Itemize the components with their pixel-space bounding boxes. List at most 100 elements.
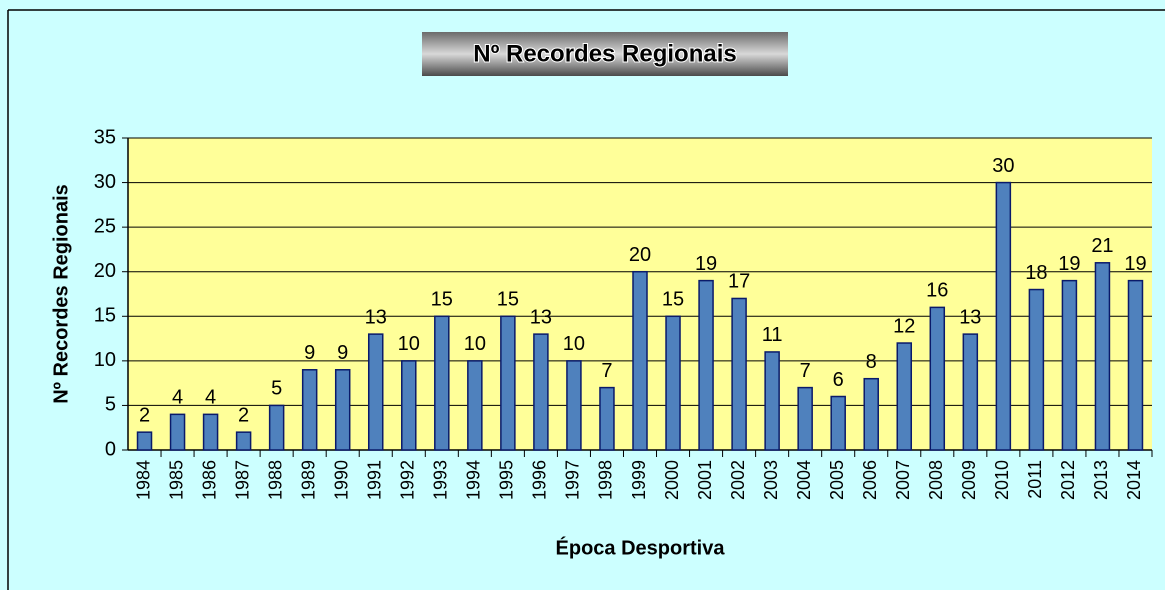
x-tick-label: 1990 <box>331 460 351 500</box>
x-tick-label: 2002 <box>728 460 748 500</box>
y-tick-label: 10 <box>94 349 116 371</box>
data-label: 4 <box>205 387 216 409</box>
data-label: 13 <box>365 306 387 328</box>
x-tick-label: 2000 <box>662 460 682 500</box>
bar <box>1127 279 1144 451</box>
x-tick-label: 1995 <box>497 460 517 500</box>
bar <box>731 297 747 451</box>
bar <box>533 333 549 451</box>
data-label: 18 <box>1025 262 1047 284</box>
x-tick-label: 2010 <box>992 460 1012 500</box>
x-tick-label: 1997 <box>563 460 583 500</box>
bar <box>698 279 714 451</box>
x-tick-label: 1994 <box>464 460 484 500</box>
data-label: 13 <box>530 306 552 328</box>
data-label: 19 <box>1058 253 1080 275</box>
data-label: 10 <box>398 333 420 355</box>
bar <box>169 413 186 451</box>
data-label: 2 <box>139 404 150 426</box>
data-label: 21 <box>1091 235 1113 257</box>
bar <box>962 333 979 451</box>
bar <box>665 315 681 451</box>
bar <box>434 315 450 451</box>
data-label: 15 <box>431 289 453 311</box>
bar <box>1028 288 1045 451</box>
bar <box>334 369 351 451</box>
bar <box>863 377 879 451</box>
y-axis-label: Nº Recordes Regionais <box>50 184 72 404</box>
y-tick-label: 35 <box>94 126 116 148</box>
data-label: 16 <box>926 280 948 302</box>
y-tick-label: 15 <box>94 305 116 327</box>
y-tick-label: 0 <box>105 438 116 460</box>
bar <box>367 333 384 451</box>
x-tick-label: 1985 <box>166 460 186 500</box>
x-tick-label: 1998 <box>596 460 616 500</box>
x-tick-label: 1993 <box>431 460 451 500</box>
data-label: 19 <box>1124 253 1146 275</box>
data-label: 15 <box>497 289 519 311</box>
y-tick-label: 5 <box>105 394 116 416</box>
x-tick-label: 2011 <box>1025 460 1045 499</box>
data-label: 15 <box>662 289 684 311</box>
y-tick-label: 20 <box>94 260 116 282</box>
x-tick-label: 2012 <box>1058 460 1078 500</box>
data-label: 10 <box>563 333 585 355</box>
y-tick-label: 25 <box>94 215 116 237</box>
x-tick-label: 1987 <box>232 460 252 500</box>
x-tick-label: 2008 <box>926 460 946 500</box>
bar <box>1061 279 1078 451</box>
data-label: 4 <box>172 387 183 409</box>
x-tick-label: 2001 <box>695 460 715 500</box>
bar <box>1094 262 1111 451</box>
bar <box>301 369 318 451</box>
x-tick-label: 2005 <box>827 460 847 500</box>
data-label: 10 <box>464 333 486 355</box>
bar <box>929 306 946 451</box>
bar <box>401 360 417 451</box>
x-axis-label: Época Desportiva <box>556 536 726 559</box>
x-tick-label: 2007 <box>893 460 913 500</box>
x-tick-label: 2006 <box>860 460 880 500</box>
bar <box>797 386 813 451</box>
x-tick-label: 1999 <box>629 460 649 500</box>
bar <box>764 351 780 451</box>
x-tick-label: 1996 <box>530 460 550 500</box>
bar <box>896 342 913 451</box>
x-tick-label: 1988 <box>265 460 285 500</box>
bar <box>566 360 582 451</box>
data-label: 17 <box>728 271 750 293</box>
x-tick-label: 1986 <box>199 460 219 500</box>
data-label: 7 <box>601 360 612 382</box>
bar <box>830 395 846 451</box>
x-tick-label: 2009 <box>959 460 979 500</box>
x-tick-label: 1989 <box>298 460 318 500</box>
x-tick-label: 1992 <box>398 460 418 500</box>
data-label: 2 <box>238 404 249 426</box>
data-label: 19 <box>695 253 717 275</box>
x-tick-label: 2003 <box>761 460 781 500</box>
data-label: 11 <box>762 324 783 346</box>
data-label: 13 <box>959 306 981 328</box>
x-tick-label: 1991 <box>364 460 384 500</box>
bar <box>467 360 483 451</box>
bar <box>136 431 153 451</box>
data-label: 9 <box>337 342 348 364</box>
data-label: 12 <box>893 315 915 337</box>
data-label: 30 <box>992 155 1014 177</box>
y-tick-label: 30 <box>94 171 116 193</box>
x-tick-label: 2004 <box>794 460 814 500</box>
data-label: 20 <box>629 244 651 266</box>
data-label: 7 <box>800 360 811 382</box>
data-label: 8 <box>866 351 877 373</box>
bar <box>500 315 516 451</box>
data-label: 9 <box>304 342 315 364</box>
x-tick-label: 2013 <box>1091 460 1111 500</box>
bar <box>995 181 1012 451</box>
bar <box>235 431 252 451</box>
title-box <box>422 32 788 76</box>
bar <box>268 404 285 451</box>
bar <box>632 270 648 451</box>
